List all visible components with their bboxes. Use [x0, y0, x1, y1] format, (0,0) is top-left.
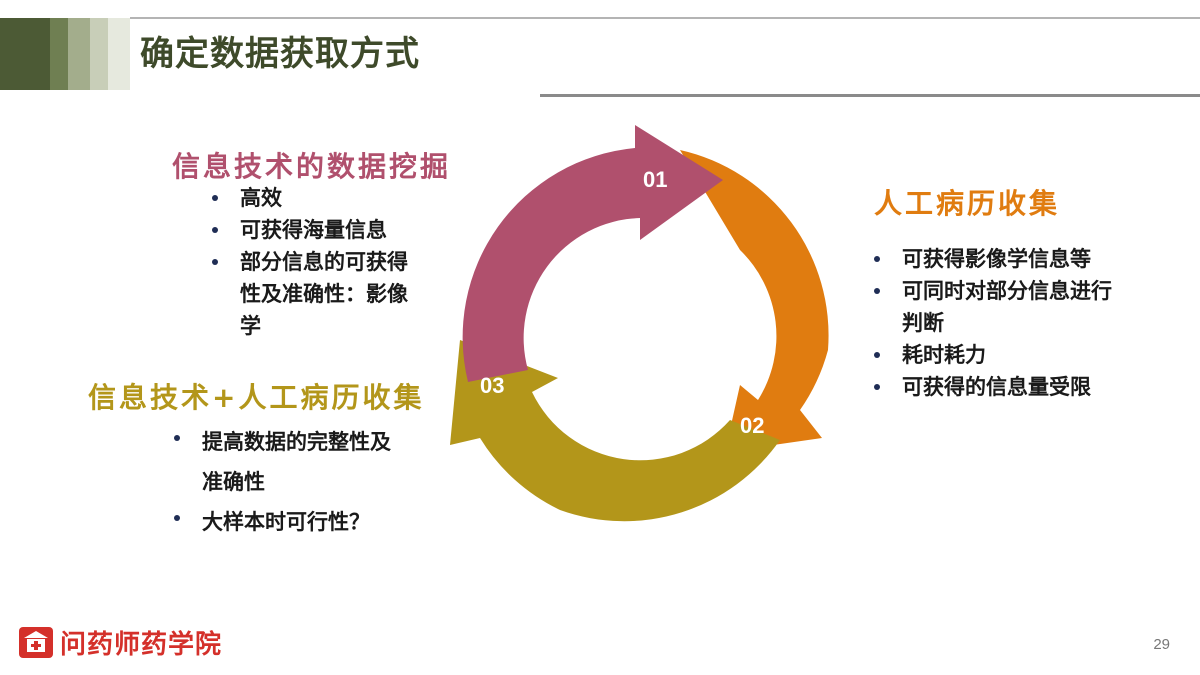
list-combined: 提高数据的完整性及准确性 大样本时可行性？: [170, 422, 410, 542]
cycle-arrow-orange: [680, 150, 829, 452]
cycle-label-02: 02: [740, 413, 764, 438]
list-item: 可获得海量信息: [208, 214, 418, 246]
list-item: 高效: [208, 182, 418, 214]
top-border-line: [130, 17, 1200, 19]
footer-brand: 问药师药学院: [60, 630, 223, 660]
list-item: 提高数据的完整性及准确性: [170, 422, 410, 502]
cycle-diagram: 01 02 03: [450, 125, 829, 522]
title-underline: [540, 94, 1200, 97]
page-title: 确定数据获取方式: [140, 34, 420, 74]
list-item: 可获得的信息量受限: [870, 371, 1130, 403]
header-color-bar: [0, 18, 130, 90]
pharmacy-academy-logo-icon: [19, 627, 53, 658]
cycle-arrow-pink: [462, 125, 723, 382]
cycle-arrow-gold: [450, 340, 780, 522]
list-item: 部分信息的可获得性及准确性：影像学: [208, 246, 418, 342]
cycle-label-03: 03: [480, 373, 504, 398]
list-data-mining: 高效 可获得海量信息 部分信息的可获得性及准确性：影像学: [208, 182, 418, 342]
cycle-label-01: 01: [643, 167, 667, 192]
page-number: 29: [1153, 636, 1170, 653]
list-item: 耗时耗力: [870, 339, 1130, 371]
list-item: 可同时对部分信息进行判断: [870, 275, 1130, 339]
list-manual-collection: 可获得影像学信息等 可同时对部分信息进行判断 耗时耗力 可获得的信息量受限: [870, 243, 1130, 403]
heading-combined: 信息技术+人工病历收集: [88, 381, 425, 414]
heading-data-mining: 信息技术的数据挖掘: [172, 150, 452, 183]
list-item: 大样本时可行性？: [170, 502, 410, 542]
list-item: 可获得影像学信息等: [870, 243, 1130, 275]
heading-manual-collection: 人工病历收集: [874, 187, 1061, 220]
